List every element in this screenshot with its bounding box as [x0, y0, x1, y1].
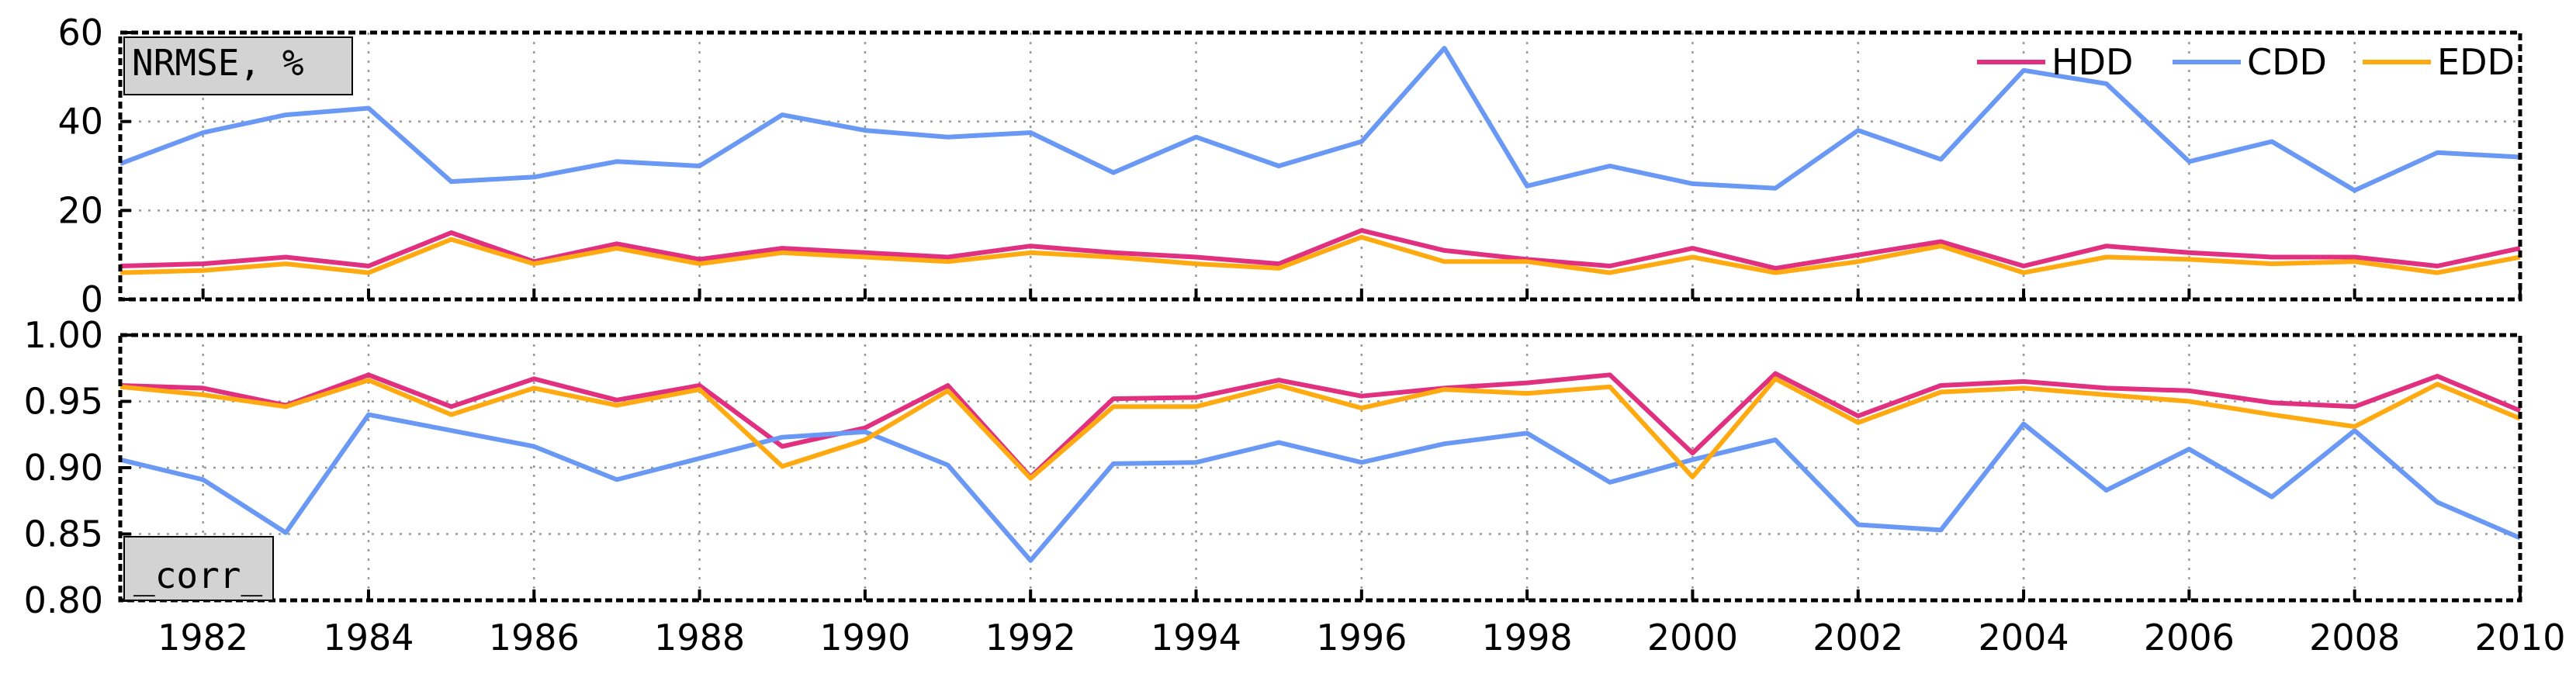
nrmse-tag-box: NRMSE, % [123, 36, 353, 95]
nrmse-y-axis: 0 20 40 60 [57, 12, 131, 320]
y-tick-label: 40 [57, 101, 103, 143]
y-tick-label: 0.80 [24, 579, 103, 621]
y-tick-label: 1.00 [24, 314, 103, 356]
nrmse-tag-text: NRMSE, % [132, 42, 304, 84]
corr-x-axis: 1982 1984 1986 1988 1990 1992 1994 1996 1998 2000… [158, 589, 2566, 658]
x-tick-label: 2010 [2474, 617, 2565, 658]
nrmse-tag-background [123, 36, 353, 95]
x-tick-label: 2006 [2144, 617, 2235, 658]
corr-y-axis: 0.80 0.85 0.90 0.95 1.00 [24, 314, 131, 621]
corr-tag-box: _corr_ [123, 536, 274, 601]
series-line-hdd [119, 371, 2522, 479]
legend: HDD CDD EDD [1977, 41, 2515, 83]
y-tick-label: 0.90 [24, 447, 103, 489]
x-tick-label: 2000 [1647, 617, 1738, 658]
corr-series-lines [119, 371, 2522, 563]
series-line-edd [119, 376, 2522, 481]
series-line-edd [119, 234, 2521, 275]
x-tick-label: 1998 [1482, 617, 1573, 658]
y-tick-label: 60 [57, 12, 103, 54]
series-line-cdd [119, 412, 2522, 563]
corr-tag-background [123, 536, 274, 601]
x-tick-label: 1992 [985, 617, 1076, 658]
y-tick-label: 0 [81, 278, 103, 320]
legend-label-edd: EDD [2437, 41, 2515, 83]
corr-tag-text: _corr_ [133, 555, 262, 596]
nrmse-panel: 0 20 40 60 NRMSE, % HDD CDD EDD [57, 12, 2522, 320]
x-tick-label: 1990 [819, 617, 910, 658]
x-tick-label: 1986 [489, 617, 580, 658]
x-tick-label: 1996 [1316, 617, 1407, 658]
y-tick-label: 0.85 [24, 513, 103, 555]
corr-grid [120, 335, 2520, 600]
x-tick-label: 1984 [323, 617, 414, 658]
y-tick-label: 0.95 [24, 381, 103, 423]
x-tick-label: 1994 [1151, 617, 1241, 658]
nrmse-plot-frame [118, 30, 2522, 302]
legend-label-cdd: CDD [2247, 41, 2327, 83]
y-tick-label: 20 [57, 189, 103, 231]
x-tick-label: 2002 [1813, 617, 1903, 658]
series-line-cdd [119, 46, 2521, 193]
x-tick-label: 2004 [1979, 617, 2069, 658]
nrmse-series-lines [119, 46, 2521, 275]
nrmse-x-ticks [201, 289, 2522, 299]
series-line-hdd [119, 228, 2521, 271]
x-tick-label: 1982 [158, 617, 248, 658]
x-tick-label: 1988 [654, 617, 745, 658]
x-tick-label: 2008 [2309, 617, 2400, 658]
legend-label-hdd: HDD [2051, 41, 2133, 83]
corr-panel: 0.80 0.85 0.90 0.95 1.00 1982 1984 1986 1988 199… [24, 314, 2566, 658]
